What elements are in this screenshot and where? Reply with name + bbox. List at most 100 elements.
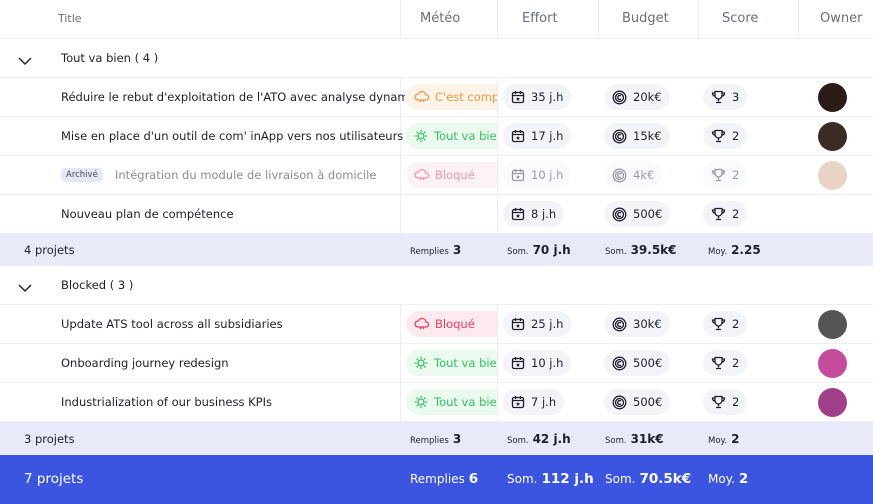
- icon: [511, 90, 525, 104]
- chevron[interactable]: [17, 279, 33, 292]
- meteo-text: Tout va bien: [434, 129, 497, 143]
- summary-value: 31k€: [630, 432, 664, 446]
- avatar: [818, 310, 847, 339]
- summary-cell: Som. 70.5k€: [605, 455, 691, 504]
- table-row[interactable]: Update ATS tool across all subsidiaries B…: [0, 305, 873, 344]
- table-row[interactable]: Onboarding journey redesign Tout va bien 1…: [0, 344, 873, 383]
- table-row[interactable]: Archivé Intégration du module de livraiso…: [0, 156, 873, 195]
- project-count: 3 projets: [24, 432, 75, 446]
- divider: [400, 117, 401, 156]
- summary-row: 7 projets Remplies 6 Som. 112 j.h Som. 70.5k€ M…: [0, 455, 873, 504]
- summary-value: 2.25: [731, 243, 761, 257]
- row-title: Mise en place d'un outil de com' inApp v…: [61, 129, 404, 143]
- divider: [497, 156, 498, 195]
- icon: [711, 129, 726, 143]
- effort-value: 8 j.h: [531, 207, 557, 221]
- row-title: Update ATS tool across all subsidiaries: [61, 317, 283, 331]
- project-count: 7 projets: [24, 471, 84, 487]
- icon: [511, 129, 525, 143]
- budget-pill: 4k€: [604, 162, 663, 188]
- summary-value: 2: [731, 432, 740, 446]
- budget-pill: 500€: [604, 389, 671, 415]
- avatar: [818, 122, 847, 151]
- meteo-text: C'est compliqué: [435, 90, 497, 104]
- divider: [400, 195, 401, 234]
- icon: [711, 207, 726, 221]
- table-row[interactable]: Industrialization of our business KPIs To…: [0, 383, 873, 422]
- column-header: Score: [722, 11, 759, 26]
- icon: [414, 90, 429, 104]
- status-badge: Archivé: [61, 168, 103, 182]
- icon: [612, 129, 627, 144]
- avatar: [818, 161, 847, 190]
- icon: [414, 395, 428, 409]
- icon: [511, 356, 525, 370]
- divider: [400, 383, 401, 422]
- summary-cell: Remplies 3: [410, 234, 461, 268]
- meteo-text: Bloqué: [435, 168, 475, 182]
- summary-cell: Moy. 2: [708, 455, 748, 504]
- column-header: Owner: [820, 11, 863, 26]
- group-label: Tout va bien ( 4 ): [61, 51, 159, 65]
- effort-pill: 25 j.h: [503, 311, 572, 337]
- score-value: 2: [732, 395, 740, 409]
- row-title: Réduire le rebut d'exploitation de l'ATO…: [61, 90, 405, 104]
- budget-pill: 500€: [604, 350, 671, 376]
- table-row[interactable]: Nouveau plan de compétence 8 j.h 500€ 2: [0, 195, 873, 234]
- effort-value: 7 j.h: [531, 395, 557, 409]
- summary-label: Som.: [605, 247, 627, 257]
- effort-value: 10 j.h: [531, 356, 564, 370]
- score-value: 3: [732, 90, 740, 104]
- table-row[interactable]: Réduire le rebut d'exploitation de l'ATO…: [0, 78, 873, 117]
- meteo-text: Tout va bien: [434, 395, 497, 409]
- effort-value: 25 j.h: [531, 317, 564, 331]
- summary-cell: Remplies 6: [410, 455, 478, 504]
- group-label: Blocked ( 3 ): [61, 278, 134, 292]
- summary-label: Som.: [605, 436, 627, 446]
- summary-value: 112 j.h: [541, 471, 594, 487]
- summary-value: 70.5k€: [639, 471, 692, 487]
- column-header: Title: [58, 12, 82, 25]
- icon: [511, 207, 525, 221]
- icon: [612, 356, 627, 371]
- column-header: Effort: [522, 11, 558, 26]
- table-row[interactable]: Mise en place d'un outil de com' inApp v…: [0, 117, 873, 156]
- summary-label: Som.: [507, 247, 529, 257]
- budget-pill: 20k€: [604, 84, 670, 110]
- effort-pill: 35 j.h: [503, 84, 572, 110]
- summary-row: 3 projets Remplies 3 Som. 42 j.h Som. 31k€ Moy.…: [0, 422, 873, 456]
- budget-pill: 15k€: [604, 123, 670, 149]
- row-title: Industrialization of our business KPIs: [61, 395, 272, 409]
- summary-cell: Moy. 2.25: [708, 234, 761, 268]
- summary-cell: Som. 31k€: [605, 422, 664, 458]
- icon: [414, 129, 428, 143]
- icon: [711, 356, 726, 370]
- icon: [612, 317, 627, 332]
- meteo-pill: C'est compliqué: [406, 84, 497, 110]
- effort-pill: 10 j.h: [503, 350, 572, 376]
- row-title: Intégration du module de livraison à dom…: [115, 168, 377, 182]
- summary-label: Moy.: [708, 472, 735, 486]
- avatar: [818, 349, 847, 378]
- summary-cell: Som. 112 j.h: [507, 455, 594, 504]
- summary-value: 2: [738, 471, 749, 487]
- divider: [497, 0, 498, 38]
- group-header: Blocked ( 3 ): [0, 266, 873, 305]
- budget-value: 15k€: [633, 129, 662, 143]
- project-count: 4 projets: [24, 243, 75, 257]
- effort-value: 35 j.h: [531, 90, 564, 104]
- budget-value: 4k€: [633, 168, 655, 182]
- budget-pill: 500€: [604, 201, 671, 227]
- chevron[interactable]: [17, 52, 33, 65]
- summary-cell: Som. 39.5k€: [605, 234, 677, 268]
- divider: [497, 383, 498, 422]
- score-pill: 2: [703, 201, 748, 227]
- row-title: Onboarding journey redesign: [61, 356, 229, 370]
- icon: [711, 317, 726, 331]
- budget-pill: 30k€: [604, 311, 670, 337]
- summary-value: 39.5k€: [630, 243, 677, 257]
- score-pill: 2: [703, 389, 748, 415]
- icon: [511, 317, 525, 331]
- group-header: Tout va bien ( 4 ): [0, 39, 873, 78]
